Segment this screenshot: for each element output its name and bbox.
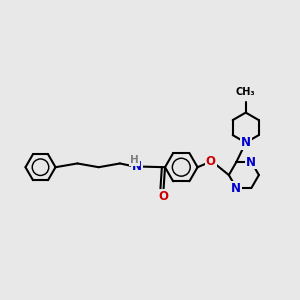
Text: O: O	[206, 155, 216, 168]
Text: O: O	[158, 190, 169, 203]
Text: N: N	[231, 182, 242, 194]
Text: H: H	[130, 155, 139, 165]
Text: N: N	[246, 155, 256, 169]
Text: N: N	[132, 160, 142, 173]
Text: N: N	[241, 136, 251, 149]
Text: CH₃: CH₃	[236, 87, 256, 97]
